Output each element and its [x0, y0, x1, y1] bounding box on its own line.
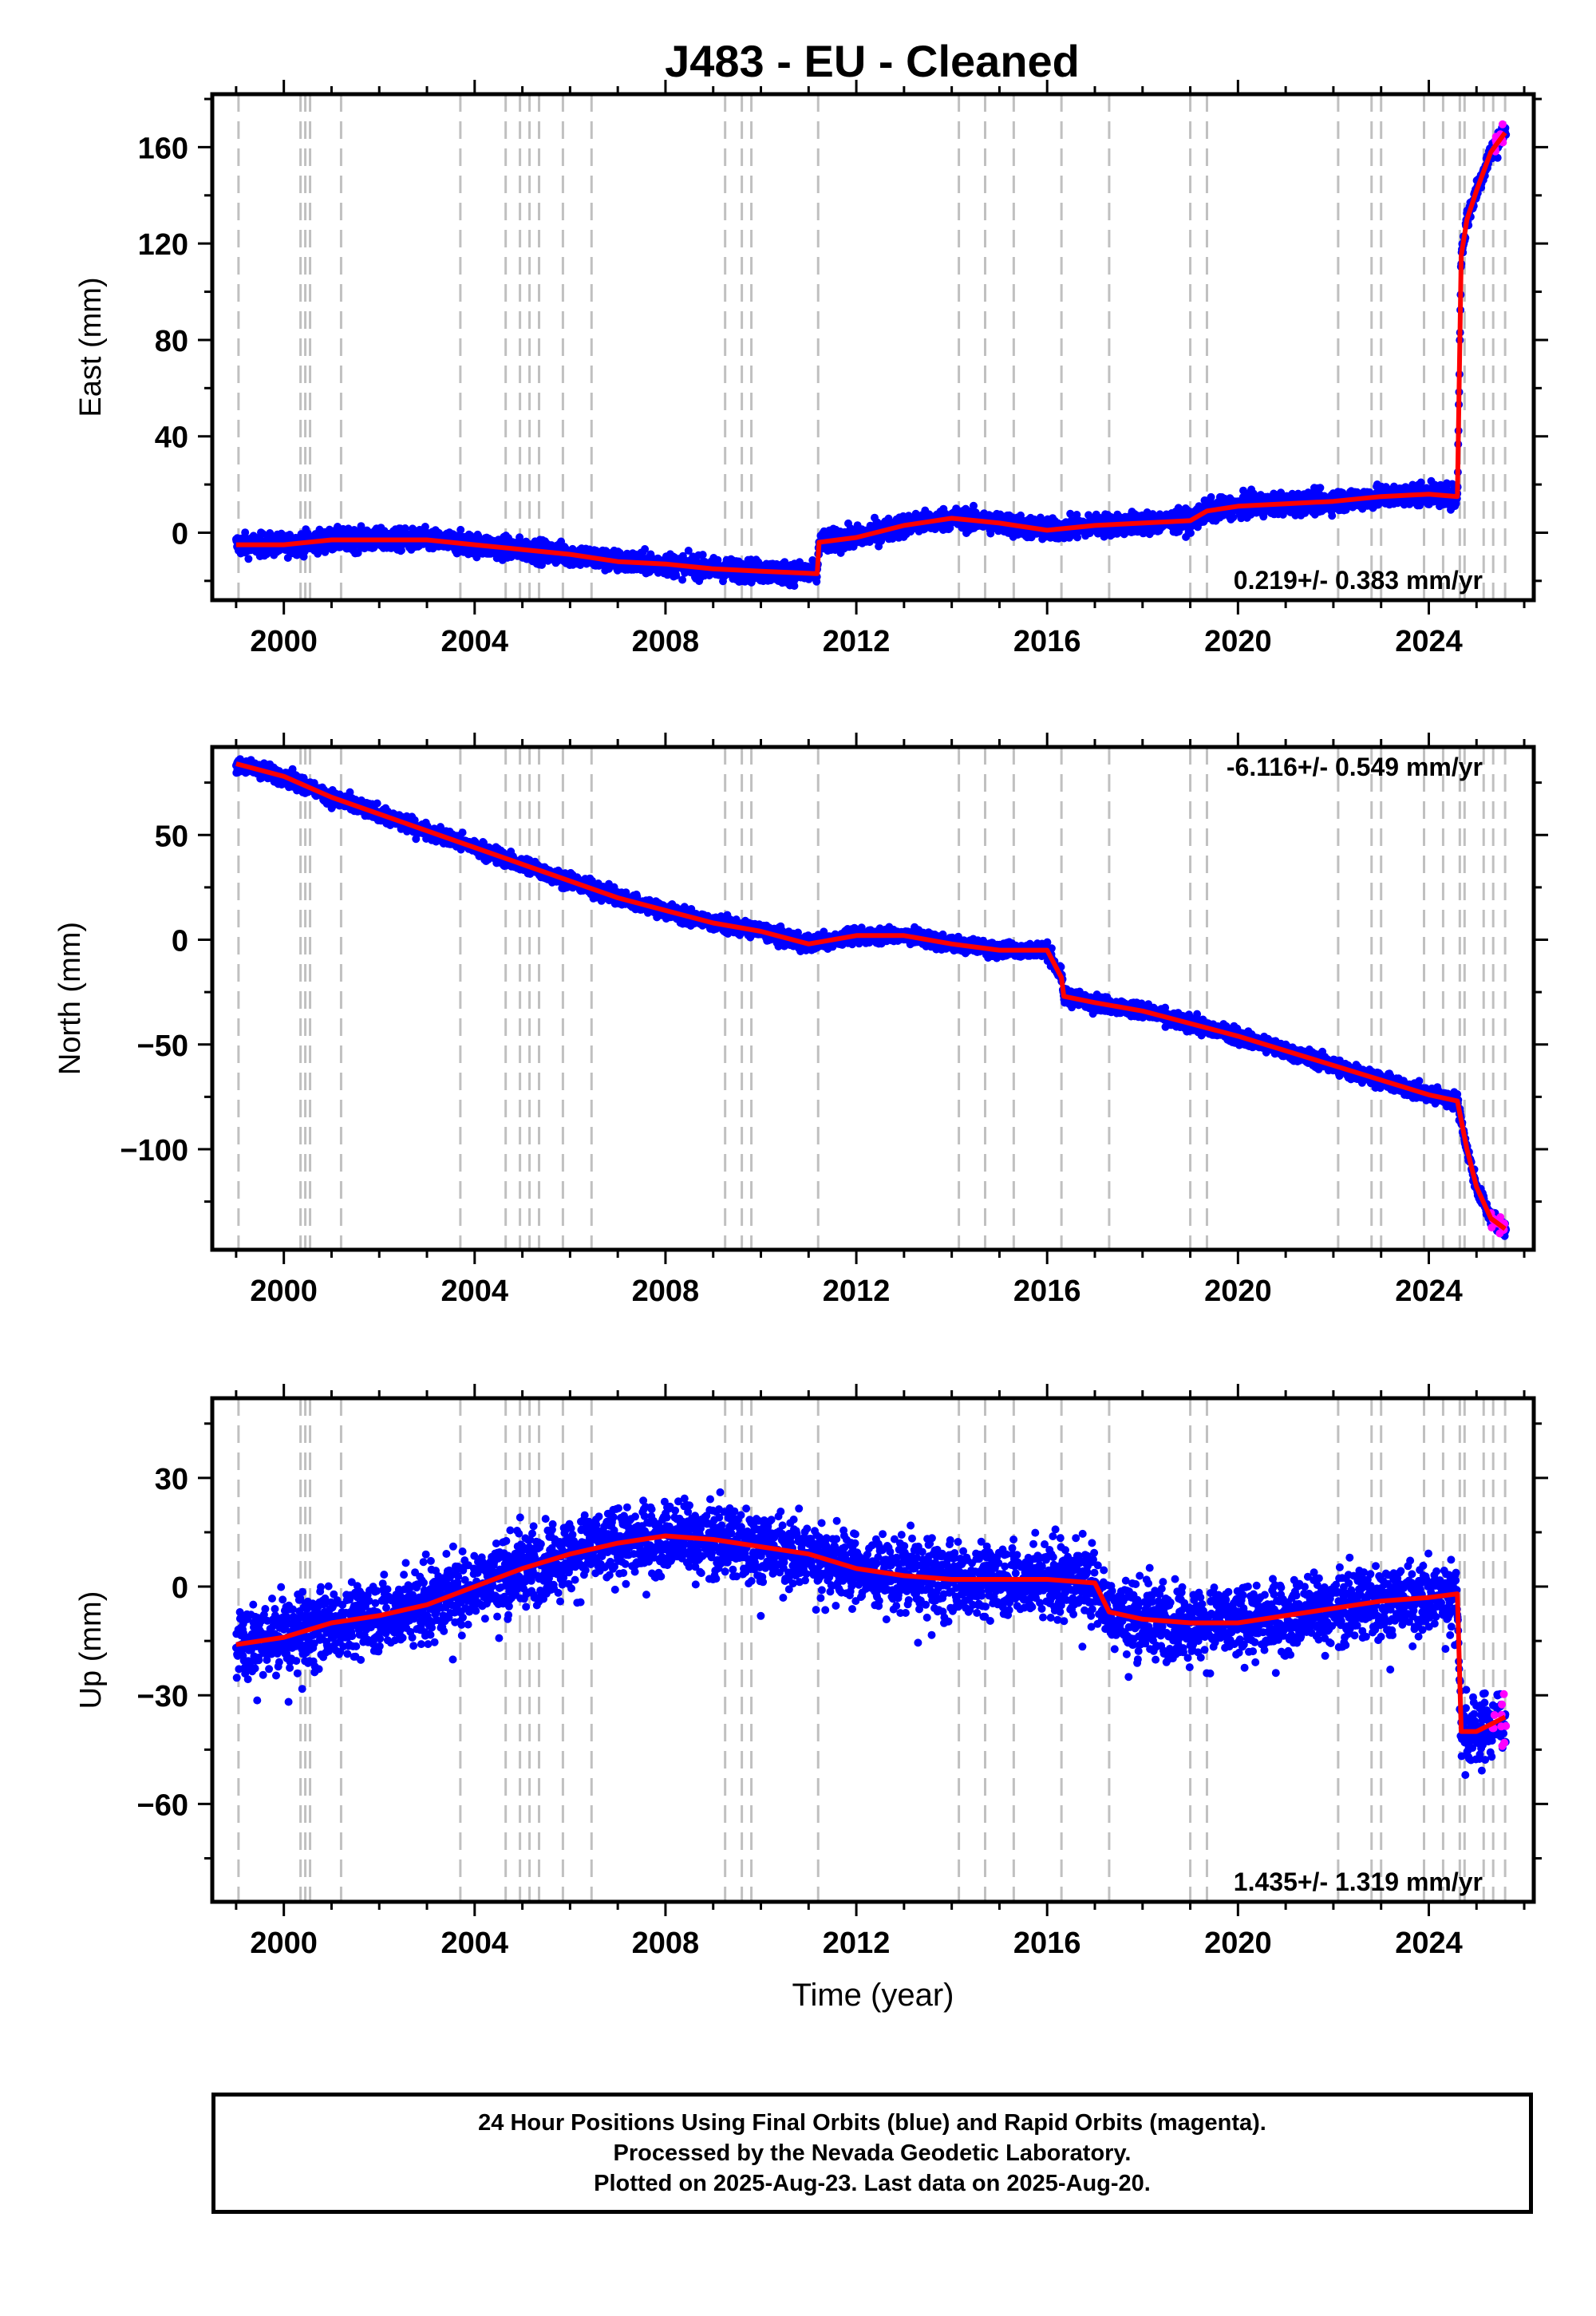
east-y-tick-label: 40	[155, 421, 188, 455]
north-frame	[210, 745, 1536, 1252]
north-x-tick-label: 2004	[441, 1275, 509, 1308]
north-rate-label: -6.116+/- 0.549 mm/yr	[1227, 753, 1483, 781]
north-x-tick-label: 2024	[1395, 1275, 1463, 1308]
up-rapid-orbit-points	[1488, 1690, 1511, 1750]
north-x-tick-label: 2000	[250, 1275, 318, 1308]
north-y-tick-label: −100	[120, 1134, 188, 1168]
east-x-tick-label: 2020	[1204, 625, 1272, 658]
up-panel: 2000 2004 2008 2012 2016 2020 2024 −60 −30 0 30 Up …	[74, 1384, 1548, 2013]
north-x-tick-label: 2020	[1204, 1275, 1272, 1308]
north-y-tick-label: 0	[172, 925, 188, 958]
footer-line-3: Plotted on 2025-Aug-23. Last data on 202…	[594, 2171, 1151, 2196]
east-y-axis-label: East (mm)	[74, 277, 108, 417]
east-y-tick-label: 160	[138, 132, 188, 165]
east-y-tick-label: 120	[138, 228, 188, 262]
north-y-tick-label: −50	[137, 1030, 188, 1063]
up-final-orbit-points	[231, 1488, 1510, 1780]
east-x-tick-label: 2000	[250, 625, 318, 658]
north-x-tick-label: 2016	[1013, 1275, 1081, 1308]
north-x-tick-label: 2008	[632, 1275, 700, 1308]
up-x-tick-label: 2004	[441, 1927, 509, 1960]
up-x-tick-label: 2024	[1395, 1927, 1463, 1960]
up-model-line	[235, 1533, 1507, 1734]
east-x-tick-label: 2008	[632, 625, 700, 658]
east-model-line	[235, 131, 1507, 576]
east-plot-area	[231, 94, 1511, 600]
chart-title: J483 - EU - Cleaned	[665, 36, 1080, 86]
up-x-axis-label: Time (year)	[792, 1978, 954, 2013]
up-rate-label: 1.435+/- 1.319 mm/yr	[1234, 1867, 1483, 1896]
up-x-tick-label: 2020	[1204, 1927, 1272, 1960]
east-x-tick-label: 2016	[1013, 625, 1081, 658]
north-model-line	[235, 761, 1507, 1231]
footer-line-1: 24 Hour Positions Using Final Orbits (bl…	[478, 2110, 1266, 2136]
east-frame	[210, 92, 1536, 603]
footer-line-2: Processed by the Nevada Geodetic Laborat…	[613, 2140, 1132, 2166]
footer-box: 24 Hour Positions Using Final Orbits (bl…	[211, 2093, 1533, 2214]
up-frame	[210, 1396, 1536, 1904]
north-panel: 2000 2004 2008 2012 2016 2020 2024 −100 −50 0 50 No…	[53, 733, 1548, 1308]
east-x-tick-label: 2004	[441, 625, 509, 658]
east-x-tick-label: 2024	[1395, 625, 1463, 658]
north-y-axis-label: North (mm)	[53, 922, 87, 1075]
up-y-tick-label: 0	[172, 1571, 188, 1605]
east-y-tick-label: 0	[172, 517, 188, 551]
up-y-tick-label: −30	[137, 1680, 188, 1713]
north-x-tick-label: 2012	[823, 1275, 891, 1308]
up-x-tick-label: 2016	[1013, 1927, 1081, 1960]
north-y-tick-label: 50	[155, 820, 188, 853]
east-panel: 2000 2004 2008 2012 2016 2020 2024 0 40 80 120 160 E…	[74, 80, 1548, 658]
up-x-tick-label: 2000	[250, 1927, 318, 1960]
east-x-tick-label: 2012	[823, 625, 891, 658]
up-y-tick-label: −60	[137, 1788, 188, 1822]
north-plot-area	[231, 747, 1511, 1250]
up-x-tick-label: 2008	[632, 1927, 700, 1960]
east-y-tick-label: 80	[155, 325, 188, 358]
east-rate-label: 0.219+/- 0.383 mm/yr	[1234, 566, 1483, 595]
up-x-tick-label: 2012	[823, 1927, 891, 1960]
up-y-axis-label: Up (mm)	[74, 1591, 108, 1709]
up-plot-area	[231, 1398, 1511, 1902]
east-final-orbit-points	[231, 124, 1511, 591]
up-y-tick-label: 30	[155, 1463, 188, 1496]
